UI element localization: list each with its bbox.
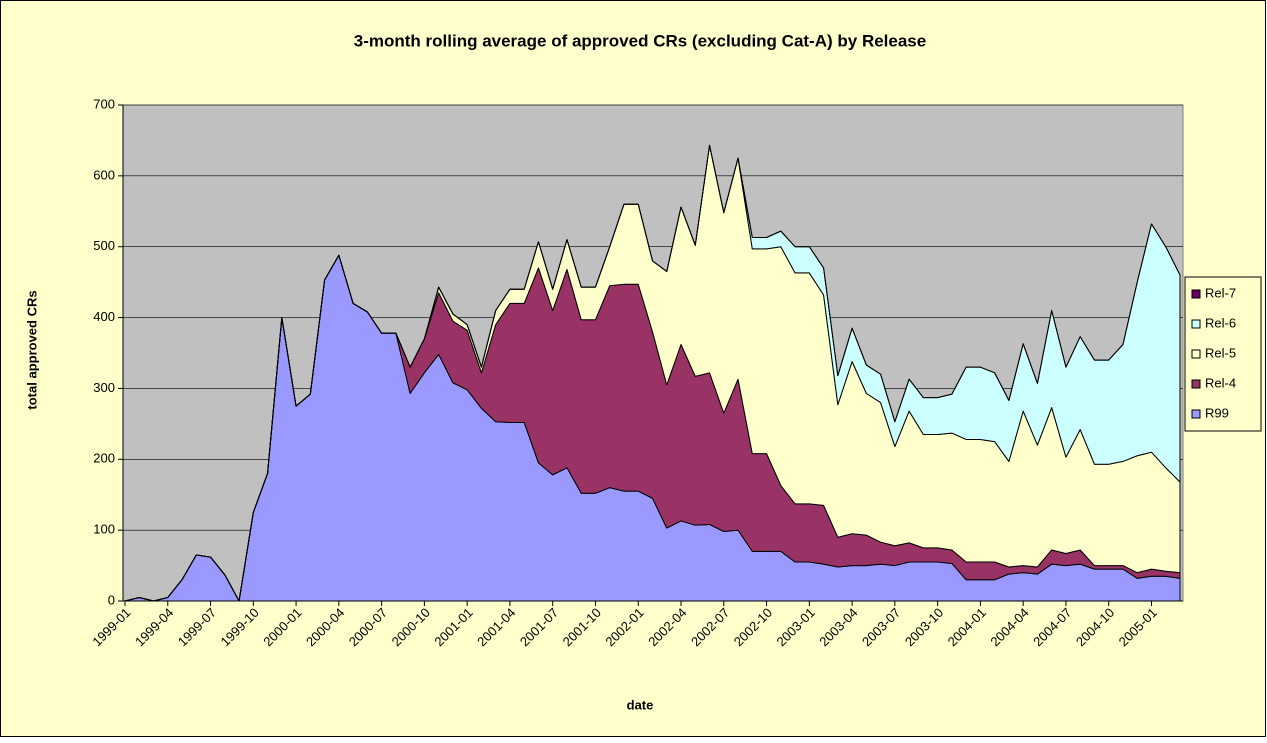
y-tick-label: 700 (93, 96, 115, 111)
x-axis-title: date (627, 697, 654, 712)
legend-label: Rel-7 (1205, 285, 1236, 300)
legend-swatch (1191, 319, 1201, 329)
legend-label: Rel-4 (1205, 375, 1236, 390)
legend-swatch (1191, 409, 1201, 419)
y-tick-label: 0 (108, 592, 115, 607)
legend-label: R99 (1205, 405, 1229, 420)
legend-swatch (1191, 289, 1201, 299)
y-tick-label: 100 (93, 522, 115, 537)
legend-swatch (1191, 349, 1201, 359)
y-tick-label: 600 (93, 167, 115, 182)
y-axis-title: total approved CRs (24, 290, 39, 409)
area (124, 144, 1181, 602)
y-tick-label: 300 (93, 380, 115, 395)
y-tick-label: 500 (93, 238, 115, 253)
legend-swatch (1191, 379, 1201, 389)
legend-label: Rel-5 (1205, 345, 1236, 360)
chart-title: 3-month rolling average of approved CRs … (354, 31, 926, 50)
legend-label: Rel-6 (1205, 315, 1236, 330)
y-tick-label: 400 (93, 309, 115, 324)
y-tick-label: 200 (93, 451, 115, 466)
